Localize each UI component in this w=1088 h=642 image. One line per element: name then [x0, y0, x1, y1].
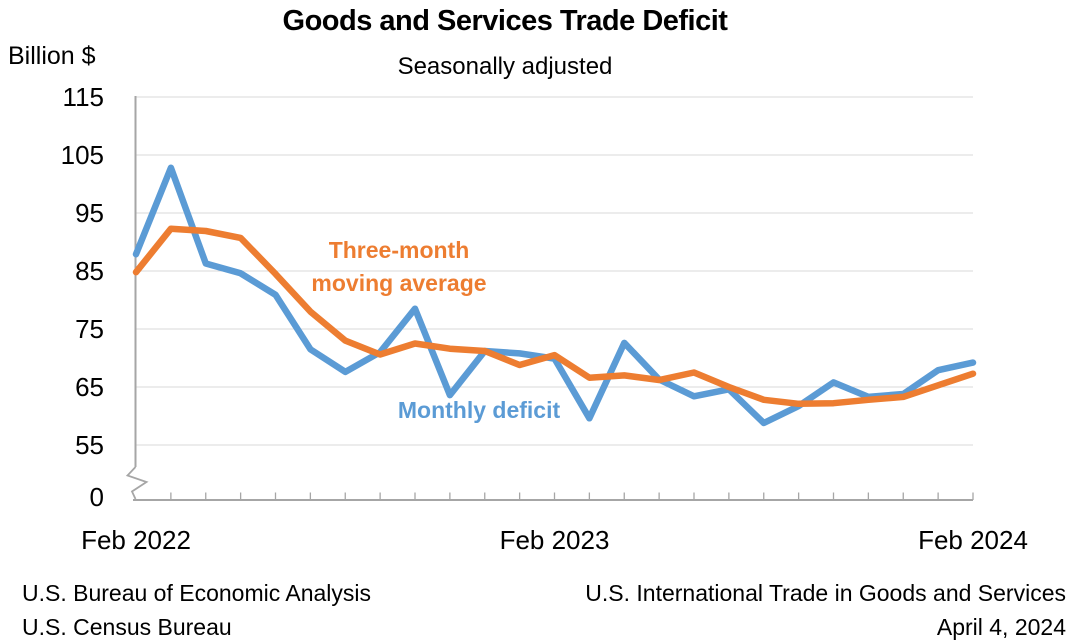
y-axis-break — [125, 466, 149, 500]
y-tick-label: 55 — [75, 430, 104, 460]
data-series — [132, 164, 977, 427]
moving-average-annotation-line1: Three-month — [328, 237, 470, 263]
y-tick-label: 85 — [75, 256, 104, 286]
footer-source-line1: U.S. Bureau of Economic Analysis — [22, 580, 371, 606]
footer-source-line2: U.S. Census Bureau — [22, 614, 232, 640]
y-axis — [125, 96, 149, 500]
series-line-moving-average — [132, 225, 977, 408]
page-subtitle: Seasonally adjusted — [397, 53, 613, 80]
y-tick-label: 75 — [75, 314, 104, 344]
y-tick-label: 65 — [75, 372, 104, 402]
y-tick-label: 95 — [75, 198, 104, 228]
moving-average-annotation: Three-month moving average — [311, 234, 486, 300]
y-tick-label: 115 — [62, 82, 104, 112]
x-tick-label: Feb 2024 — [918, 525, 1028, 555]
y-tick-label: 105 — [60, 140, 104, 170]
footer-release-info: U.S. International Trade in Goods and Se… — [585, 576, 1066, 642]
monthly-deficit-annotation: Monthly deficit — [397, 397, 561, 423]
x-tick-label: Feb 2023 — [499, 525, 610, 555]
footer-release-line1: U.S. International Trade in Goods and Se… — [585, 580, 1066, 606]
series-line-monthly-deficit — [132, 164, 977, 427]
x-axis — [133, 492, 974, 501]
y-axis-unit-label: Billion $ — [8, 42, 96, 70]
x-tick-label: Feb 2022 — [81, 525, 191, 555]
y-tick-label-zero: 0 — [89, 482, 104, 512]
moving-average-annotation-line2: moving average — [311, 270, 487, 296]
footer-release-line2: April 4, 2024 — [936, 614, 1066, 640]
footer-source-agencies: U.S. Bureau of Economic Analysis U.S. Ce… — [22, 576, 371, 642]
gridlines — [136, 96, 973, 446]
page-title: Goods and Services Trade Deficit — [282, 5, 728, 37]
